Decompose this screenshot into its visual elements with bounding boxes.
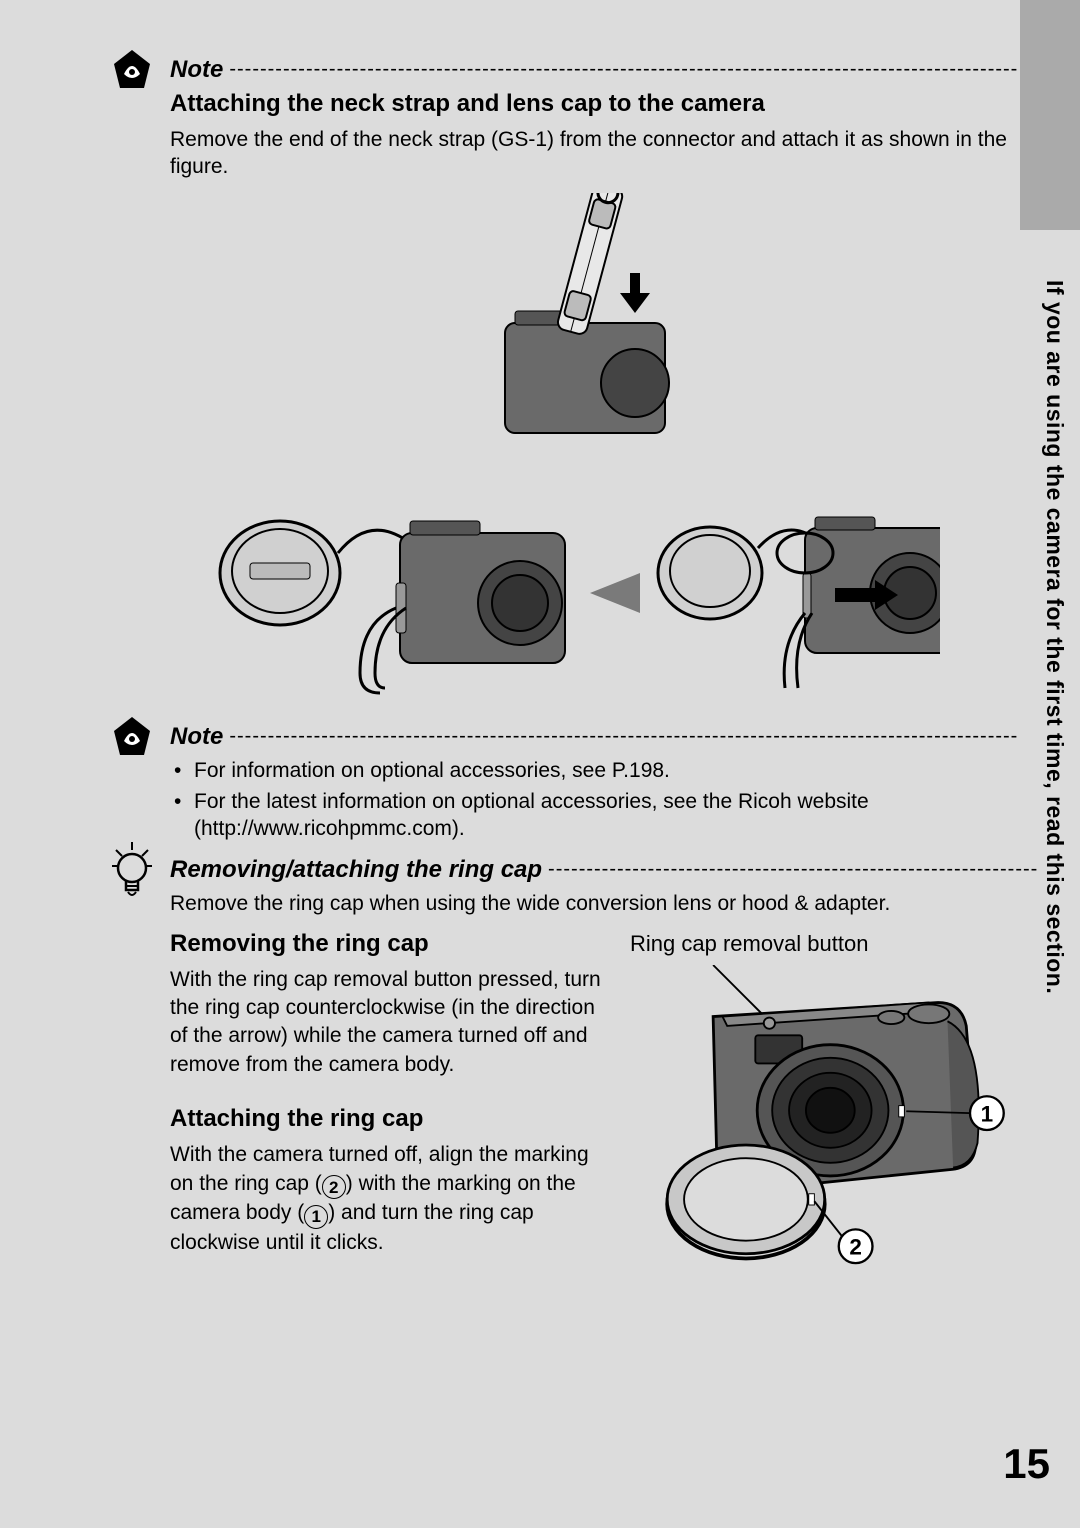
ring-cap-figure: 1 2 (630, 965, 1040, 1265)
note2-heading-row: Note -----------------------------------… (170, 723, 1040, 843)
note2-heading: Note -----------------------------------… (170, 723, 1040, 751)
attaching-heading: Attaching the ring cap (170, 1105, 610, 1133)
strap-attachment-figure (210, 193, 940, 703)
manual-page: If you are using the camera for the firs… (0, 0, 1080, 1528)
dashes: ----------------------------------------… (548, 858, 1040, 882)
ring-cap-text-col: Removing the ring cap With the ring cap … (170, 930, 610, 1266)
note-icon (110, 715, 154, 759)
bullet-item: For the latest information on optional a… (170, 788, 1040, 843)
note1-heading: Note -----------------------------------… (170, 56, 1040, 84)
side-section-text: If you are using the camera for the firs… (1041, 280, 1068, 994)
dashes: ----------------------------------------… (229, 58, 1040, 82)
svg-text:2: 2 (849, 1235, 862, 1260)
tip-heading-row: Removing/attaching the ring cap --------… (170, 856, 1040, 1265)
ring-cap-figure-col: Ring cap removal button (630, 930, 1040, 1266)
circle-one-icon: 1 (304, 1205, 328, 1229)
page-number: 15 (1003, 1440, 1050, 1488)
removing-body: With the ring cap removal button pressed… (170, 966, 610, 1079)
dashes: ----------------------------------------… (229, 725, 1040, 749)
tip-heading: Removing/attaching the ring cap --------… (170, 856, 1040, 884)
tip-title: Removing/attaching the ring cap (170, 856, 548, 884)
lightbulb-icon (110, 842, 154, 902)
note1-heading-row: Note -----------------------------------… (170, 56, 1040, 181)
tip-intro: Remove the ring cap when using the wide … (170, 890, 1040, 917)
note2-title: Note (170, 723, 229, 751)
ring-cap-button-label: Ring cap removal button (630, 930, 1040, 958)
removing-heading: Removing the ring cap (170, 930, 610, 958)
circle-two-icon: 2 (322, 1175, 346, 1199)
bullet-item: For information on optional accessories,… (170, 757, 1040, 784)
note1-body: Remove the end of the neck strap (GS-1) … (170, 126, 1040, 181)
note1-subheading: Attaching the neck strap and lens cap to… (170, 90, 1040, 118)
svg-text:1: 1 (981, 1102, 994, 1127)
attaching-body: With the camera turned off, align the ma… (170, 1141, 610, 1257)
note2-bullets: For information on optional accessories,… (170, 757, 1040, 843)
note-icon (110, 48, 154, 92)
note1-title: Note (170, 56, 229, 84)
ring-cap-columns: Removing the ring cap With the ring cap … (170, 930, 1040, 1266)
